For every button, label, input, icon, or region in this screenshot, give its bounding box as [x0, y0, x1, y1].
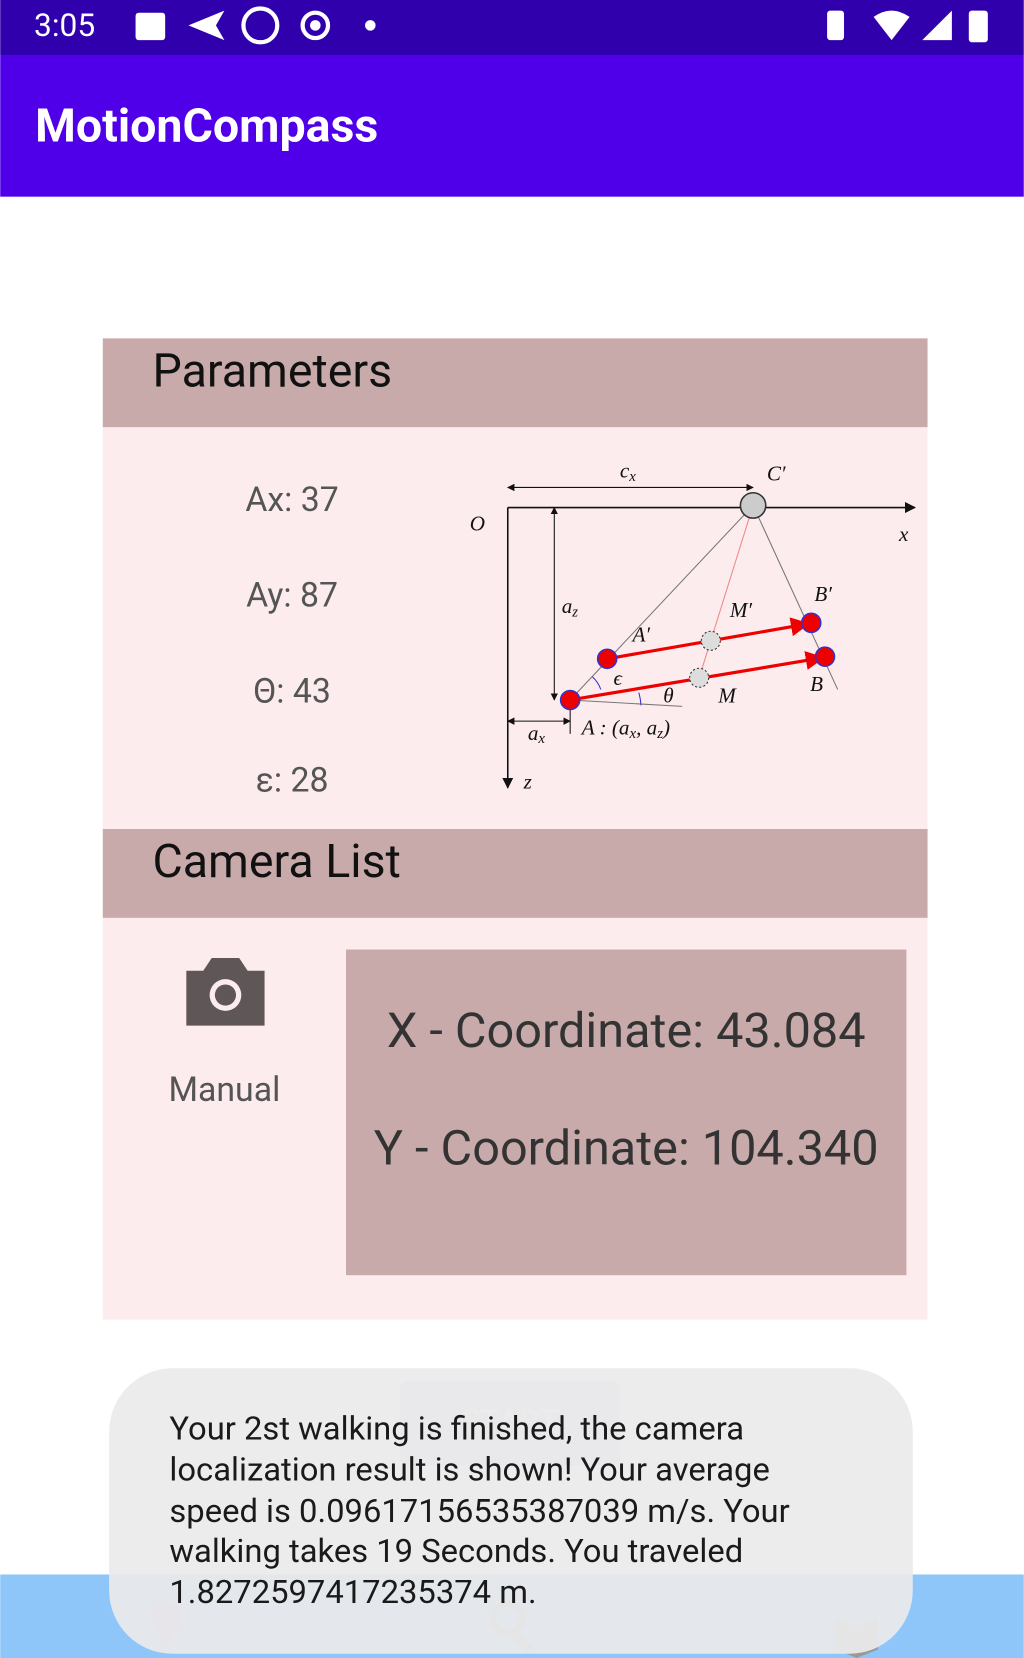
diagram-label: M: [717, 684, 737, 708]
section-header: [102, 829, 928, 918]
section-title: Parameters: [152, 345, 392, 399]
parameter: Θ: 43: [253, 673, 331, 712]
diagram-label: B′: [814, 582, 832, 606]
diagram-label: A′: [631, 622, 651, 646]
parameter: ε: 28: [256, 761, 329, 800]
status-time: 3:05: [34, 7, 95, 44]
app-title: MotionCompass: [35, 99, 378, 153]
toast-line: walking takes 19 Seconds. You traveled: [169, 1533, 743, 1571]
diagram-label: az: [562, 594, 579, 621]
coordinate: X - Coordinate: 43.084: [387, 1002, 866, 1059]
coordinate: Y - Coordinate: 104.340: [374, 1119, 879, 1176]
camera-mode: Manual: [168, 1071, 280, 1110]
diagram-label: z: [523, 769, 532, 793]
toast: [109, 1368, 913, 1654]
diagram-label: A : (ax, az): [580, 715, 670, 742]
diagram-label: ϵ: [614, 666, 624, 690]
section-title: Camera List: [152, 835, 400, 889]
diagram-label: θ: [663, 684, 673, 708]
diagram: cx C′ O x z az A′ M′ B′ ϵ θ M B ax A : (…: [470, 459, 916, 793]
app-bar: [0, 54, 1024, 197]
status-bar: [0, 0, 1024, 55]
diagram-label: B: [810, 672, 823, 696]
parameter: Ay: 87: [246, 576, 338, 615]
camera-icon[interactable]: [186, 958, 265, 1026]
diagram-label: x: [898, 522, 909, 546]
coordinate-box: [345, 949, 907, 1276]
toast-line: 1.8272597417235374 m.: [169, 1574, 536, 1612]
toast-line: Your 2st walking is finished, the camera: [169, 1410, 744, 1448]
section-header: [102, 338, 928, 428]
toast-line: speed is 0.09617156535387039 m/s. Your: [169, 1493, 789, 1531]
diagram-label: M′: [729, 598, 753, 622]
diagram-label: ax: [528, 721, 546, 748]
diagram-label: cx: [620, 459, 636, 486]
diagram-label: O: [470, 511, 485, 535]
toast-line: localization result is shown! Your avera…: [169, 1452, 769, 1490]
parameter: Ax: 37: [245, 481, 338, 520]
diagram-label: C′: [767, 462, 786, 486]
status-icons: [135, 6, 988, 45]
